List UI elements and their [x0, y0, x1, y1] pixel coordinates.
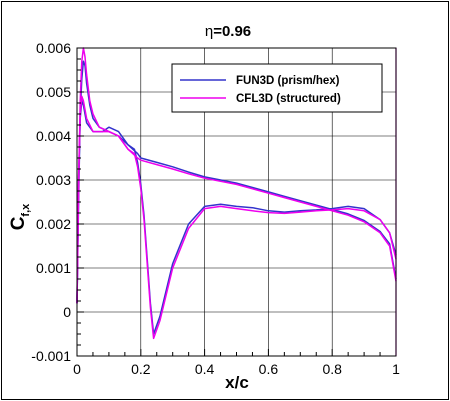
legend: FUN3D (prism/hex) CFL3D (structured): [171, 63, 383, 113]
series-line-1-segment-1: [76, 95, 397, 304]
y-axis-label: Cf,x: [8, 203, 32, 230]
series-line-0-segment-1: [76, 100, 397, 304]
x-tick-label: 0.2: [131, 361, 151, 377]
x-tick-label: 0.8: [322, 361, 342, 377]
y-tick-label: 0.001: [36, 260, 71, 276]
x-tick-label: 0: [73, 361, 81, 377]
x-tick-label: 1: [392, 361, 400, 377]
y-tick-label: 0.005: [36, 84, 71, 100]
legend-label-cfl3d: CFL3D (structured): [236, 93, 341, 105]
legend-label-fun3d: FUN3D (prism/hex): [236, 75, 340, 87]
y-tick-label: 0.002: [36, 216, 71, 232]
y-tick-label: 0.006: [36, 40, 71, 56]
x-axis-label: x/c: [225, 373, 249, 392]
y-tick-labels: -0.001 0 0.001 0.002 0.003 0.004 0.005 0.006: [31, 40, 71, 364]
series-1: [76, 47, 397, 340]
chart-title-value: =0.96: [213, 23, 251, 40]
x-tick-label: 0.4: [195, 361, 215, 377]
x-tick-label: 0.6: [259, 361, 279, 377]
y-tick-label: -0.001: [31, 348, 71, 364]
ticks: [76, 47, 397, 357]
y-axis-label-subscript: f,x: [20, 203, 32, 217]
chart-title-symbol: η: [205, 23, 213, 40]
x-tick-labels: 0 0.2 0.4 0.6 0.8 1: [73, 361, 400, 377]
y-tick-label: 0: [63, 304, 71, 320]
series-line-1-segment-0: [76, 47, 397, 340]
chart-title: η=0.96: [205, 23, 251, 40]
legend-box: [171, 63, 383, 113]
y-tick-label: 0.004: [36, 128, 71, 144]
y-axis-label-main: C: [8, 216, 29, 230]
y-tick-label: 0.003: [36, 172, 71, 188]
